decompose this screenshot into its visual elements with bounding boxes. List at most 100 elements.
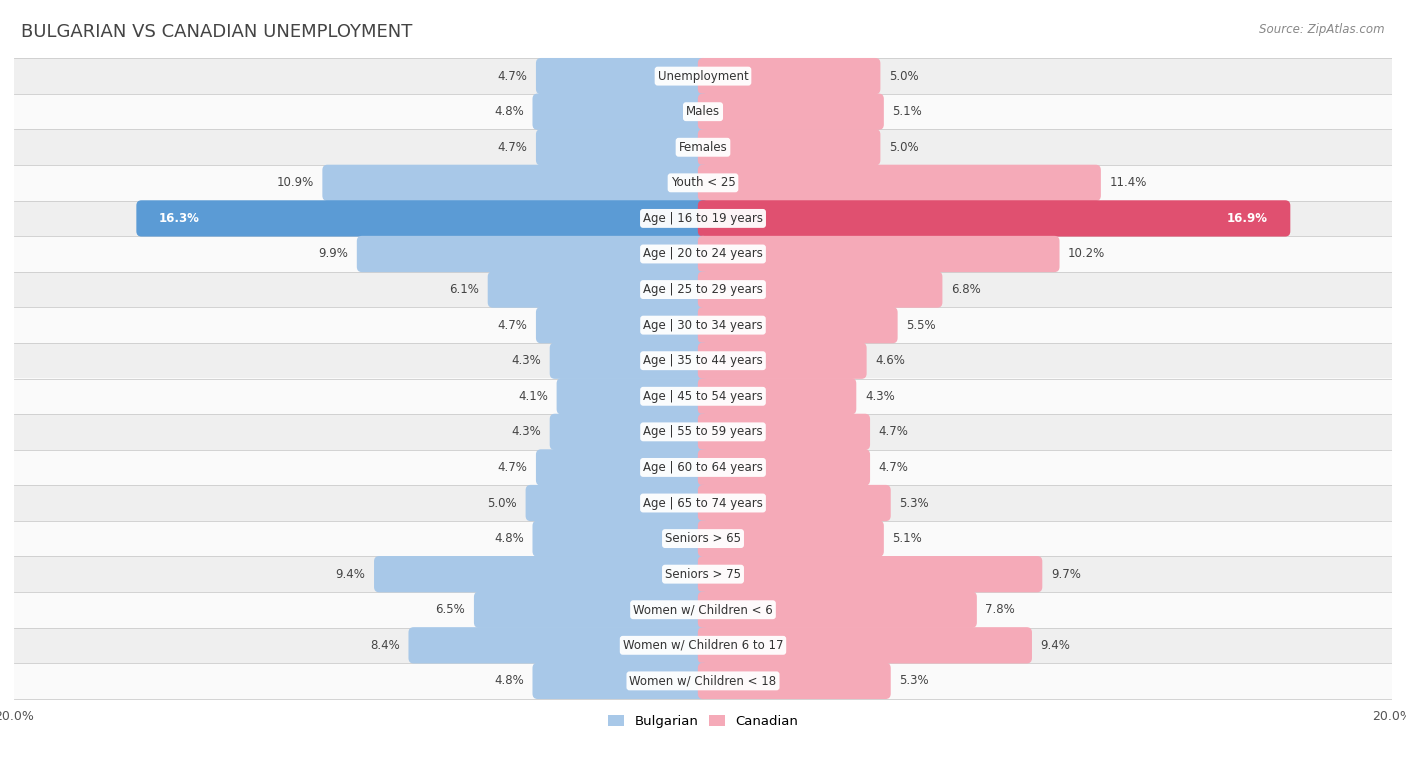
- Text: 11.4%: 11.4%: [1109, 176, 1147, 189]
- FancyBboxPatch shape: [697, 662, 891, 699]
- Bar: [14, 556, 1392, 592]
- Text: Age | 45 to 54 years: Age | 45 to 54 years: [643, 390, 763, 403]
- FancyBboxPatch shape: [357, 236, 709, 272]
- Text: 4.7%: 4.7%: [879, 461, 908, 474]
- FancyBboxPatch shape: [697, 165, 1101, 201]
- Text: 6.5%: 6.5%: [436, 603, 465, 616]
- Text: Unemployment: Unemployment: [658, 70, 748, 83]
- Text: 16.9%: 16.9%: [1227, 212, 1268, 225]
- Bar: [14, 485, 1392, 521]
- Text: 10.2%: 10.2%: [1069, 248, 1105, 260]
- FancyBboxPatch shape: [474, 591, 709, 628]
- Text: Seniors > 65: Seniors > 65: [665, 532, 741, 545]
- FancyBboxPatch shape: [697, 627, 1032, 663]
- Text: 4.8%: 4.8%: [494, 674, 524, 687]
- Text: Women w/ Children < 18: Women w/ Children < 18: [630, 674, 776, 687]
- Text: Women w/ Children < 6: Women w/ Children < 6: [633, 603, 773, 616]
- FancyBboxPatch shape: [536, 307, 709, 343]
- Bar: [14, 272, 1392, 307]
- Text: Age | 30 to 34 years: Age | 30 to 34 years: [643, 319, 763, 332]
- Bar: [14, 129, 1392, 165]
- Text: 5.3%: 5.3%: [900, 674, 929, 687]
- Bar: [14, 663, 1392, 699]
- FancyBboxPatch shape: [697, 521, 884, 556]
- Text: 5.1%: 5.1%: [893, 532, 922, 545]
- Bar: [14, 236, 1392, 272]
- Bar: [14, 521, 1392, 556]
- Text: 5.0%: 5.0%: [889, 141, 918, 154]
- FancyBboxPatch shape: [322, 165, 709, 201]
- Bar: [14, 628, 1392, 663]
- Text: 9.4%: 9.4%: [1040, 639, 1070, 652]
- Text: Age | 60 to 64 years: Age | 60 to 64 years: [643, 461, 763, 474]
- FancyBboxPatch shape: [536, 129, 709, 166]
- FancyBboxPatch shape: [697, 378, 856, 414]
- Text: Age | 55 to 59 years: Age | 55 to 59 years: [643, 425, 763, 438]
- FancyBboxPatch shape: [526, 485, 709, 521]
- FancyBboxPatch shape: [697, 272, 942, 307]
- Text: 9.4%: 9.4%: [336, 568, 366, 581]
- Text: 4.7%: 4.7%: [498, 70, 527, 83]
- Text: 4.3%: 4.3%: [865, 390, 894, 403]
- FancyBboxPatch shape: [697, 201, 1291, 236]
- Text: 9.7%: 9.7%: [1050, 568, 1081, 581]
- FancyBboxPatch shape: [697, 58, 880, 95]
- FancyBboxPatch shape: [374, 556, 709, 592]
- Bar: [14, 378, 1392, 414]
- FancyBboxPatch shape: [550, 414, 709, 450]
- Text: 9.9%: 9.9%: [318, 248, 349, 260]
- Text: Youth < 25: Youth < 25: [671, 176, 735, 189]
- Text: 4.6%: 4.6%: [875, 354, 905, 367]
- Text: Age | 25 to 29 years: Age | 25 to 29 years: [643, 283, 763, 296]
- FancyBboxPatch shape: [550, 343, 709, 378]
- Text: 10.9%: 10.9%: [277, 176, 314, 189]
- Text: 16.3%: 16.3%: [159, 212, 200, 225]
- Text: 4.7%: 4.7%: [498, 461, 527, 474]
- FancyBboxPatch shape: [136, 201, 709, 236]
- Bar: [14, 94, 1392, 129]
- Text: 5.0%: 5.0%: [488, 497, 517, 509]
- FancyBboxPatch shape: [536, 450, 709, 485]
- Text: 7.8%: 7.8%: [986, 603, 1015, 616]
- Bar: [14, 58, 1392, 94]
- FancyBboxPatch shape: [697, 129, 880, 166]
- FancyBboxPatch shape: [488, 272, 709, 307]
- Text: 4.8%: 4.8%: [494, 105, 524, 118]
- Text: 4.8%: 4.8%: [494, 532, 524, 545]
- FancyBboxPatch shape: [697, 591, 977, 628]
- FancyBboxPatch shape: [533, 662, 709, 699]
- Text: 5.1%: 5.1%: [893, 105, 922, 118]
- Bar: [14, 201, 1392, 236]
- FancyBboxPatch shape: [697, 307, 897, 343]
- FancyBboxPatch shape: [697, 236, 1060, 272]
- Text: 4.7%: 4.7%: [879, 425, 908, 438]
- FancyBboxPatch shape: [697, 414, 870, 450]
- Bar: [14, 592, 1392, 628]
- FancyBboxPatch shape: [536, 58, 709, 95]
- Text: 5.5%: 5.5%: [907, 319, 936, 332]
- Text: 4.3%: 4.3%: [512, 425, 541, 438]
- Text: Females: Females: [679, 141, 727, 154]
- FancyBboxPatch shape: [697, 556, 1042, 592]
- Text: Age | 65 to 74 years: Age | 65 to 74 years: [643, 497, 763, 509]
- FancyBboxPatch shape: [697, 343, 866, 378]
- FancyBboxPatch shape: [697, 94, 884, 130]
- Bar: [14, 307, 1392, 343]
- Text: Age | 16 to 19 years: Age | 16 to 19 years: [643, 212, 763, 225]
- Text: 6.8%: 6.8%: [950, 283, 981, 296]
- Text: 6.1%: 6.1%: [450, 283, 479, 296]
- FancyBboxPatch shape: [409, 627, 709, 663]
- Bar: [14, 414, 1392, 450]
- Bar: [14, 165, 1392, 201]
- Text: Seniors > 75: Seniors > 75: [665, 568, 741, 581]
- Text: Women w/ Children 6 to 17: Women w/ Children 6 to 17: [623, 639, 783, 652]
- Text: Age | 35 to 44 years: Age | 35 to 44 years: [643, 354, 763, 367]
- Bar: [14, 450, 1392, 485]
- Text: Source: ZipAtlas.com: Source: ZipAtlas.com: [1260, 23, 1385, 36]
- FancyBboxPatch shape: [533, 521, 709, 556]
- Text: Age | 20 to 24 years: Age | 20 to 24 years: [643, 248, 763, 260]
- Text: 4.1%: 4.1%: [519, 390, 548, 403]
- Text: 4.7%: 4.7%: [498, 319, 527, 332]
- Text: Males: Males: [686, 105, 720, 118]
- Text: 4.3%: 4.3%: [512, 354, 541, 367]
